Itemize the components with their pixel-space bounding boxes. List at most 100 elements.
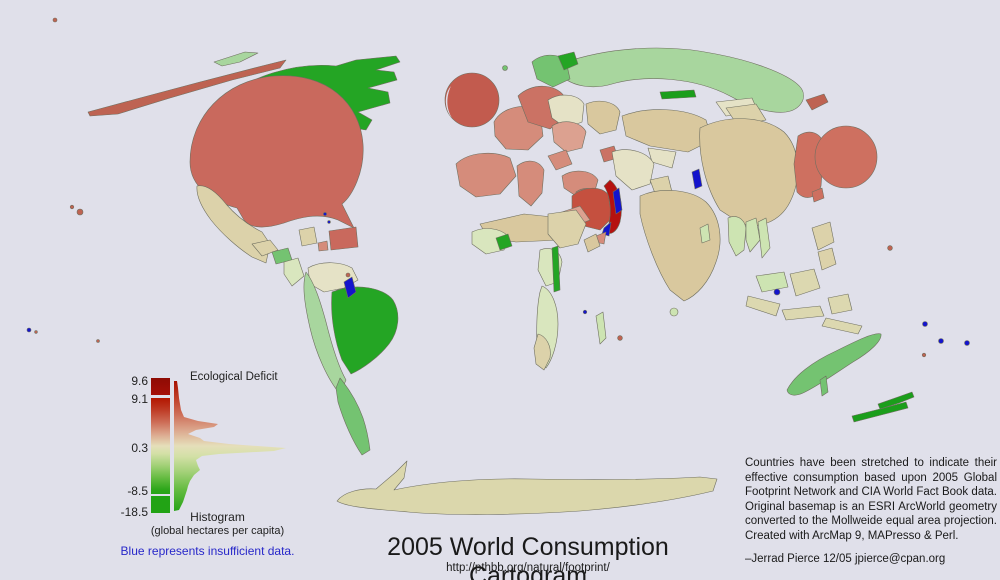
map-dot (34, 330, 38, 334)
credits-line: Footprint Network and CIA World Fact Boo… (745, 486, 997, 499)
region-sumatra (745, 295, 781, 317)
region-borneo (789, 268, 821, 297)
map-dot (921, 352, 927, 358)
credits-line: effective consumption based upon 2005 Gl… (745, 471, 997, 484)
region-guyana-blue (343, 276, 357, 299)
region-balkans (551, 121, 587, 153)
region-sri-lanka (669, 307, 679, 317)
region-kamchatka (805, 93, 829, 111)
region-ireland-gap (445, 86, 452, 118)
region-brazil (331, 286, 399, 375)
region-antarctica (336, 460, 718, 515)
region-thailand (745, 217, 761, 253)
region-greenland (213, 51, 259, 67)
region-madagascar (595, 311, 607, 345)
map-dot (938, 338, 944, 344)
credits-block: Countries have been stretched to indicat… (745, 456, 997, 566)
region-central-america-1 (251, 239, 279, 257)
map-dot (773, 288, 781, 296)
region-malaysia (755, 271, 789, 293)
region-tasmania (819, 375, 829, 397)
legend-tick-min: -18.5 (120, 505, 148, 519)
region-kazakhstan (621, 109, 713, 153)
map-dot (69, 204, 75, 210)
region-cuba (328, 226, 359, 251)
legend-bar-deficit-block (151, 378, 170, 395)
legend-title: Ecological Deficit (190, 371, 278, 383)
region-gulf-blue-1 (612, 187, 623, 215)
credits-line: Created with ArcMap 9, MAPresso & Perl. (745, 529, 959, 542)
region-italy (516, 160, 545, 207)
region-myanmar (727, 216, 747, 257)
map-dot (76, 208, 84, 216)
region-uk (444, 72, 500, 128)
region-taiwan (811, 187, 825, 203)
region-usa (189, 75, 364, 229)
region-nigeria (495, 233, 513, 251)
map-dot (96, 339, 100, 343)
credits-line: Original basemap is an ESRI ArcWorld geo… (745, 500, 997, 513)
region-horn (583, 233, 601, 253)
source-url: http://pthbb.org/natural/footprint/ (446, 562, 610, 574)
region-new-zealand-north (877, 391, 915, 410)
histogram-units-label: (global hectares per capita) (150, 525, 285, 537)
map-dot (26, 327, 32, 333)
region-russia (559, 47, 804, 113)
region-iberia (455, 152, 517, 198)
map-dot (327, 220, 331, 224)
page-title: 2005 World Consumption Cartogram (387, 533, 669, 580)
region-india (639, 190, 721, 302)
region-east-africa (547, 209, 587, 249)
legend-bar-gradient (151, 398, 170, 494)
region-central-asia (647, 147, 677, 169)
map-dot (922, 321, 928, 327)
map-dot (617, 335, 623, 341)
legend-tick-lower: -8.5 (127, 484, 148, 498)
credits-line: converted to the Mollweide equal area pr… (745, 515, 997, 528)
region-china (699, 118, 799, 226)
region-iran (611, 149, 655, 191)
region-iceland (502, 65, 508, 71)
histogram-shape (174, 381, 286, 511)
region-south-africa (533, 333, 551, 371)
map-dot (964, 340, 970, 346)
region-norway (557, 51, 579, 71)
region-alaska (87, 59, 287, 117)
legend-histogram (174, 381, 286, 511)
map-dot (52, 17, 58, 23)
region-argentina-chile (335, 377, 371, 456)
region-central-america-3 (283, 257, 305, 287)
insufficient-data-note: Blue represents insufficient data. (120, 544, 295, 558)
region-congo-sliver (551, 245, 561, 293)
region-ukraine (585, 100, 621, 135)
region-kashmir-blue (691, 168, 703, 190)
region-australia (786, 333, 882, 396)
region-new-guinea (821, 317, 863, 335)
legend-tick-upper: 9.1 (131, 392, 148, 406)
map-dot (887, 245, 893, 251)
region-philippines (811, 221, 835, 251)
map-dot (582, 309, 588, 315)
histogram-label: Histogram (190, 510, 245, 524)
region-siberia-sliver (659, 89, 697, 100)
small-island-dots (34, 17, 927, 358)
region-philippines-2 (817, 247, 837, 271)
region-greece (547, 149, 573, 171)
map-dot (345, 272, 351, 278)
credits-line: Countries have been stretched to indicat… (745, 457, 997, 469)
region-sulawesi (827, 293, 853, 315)
legend-bar-surplus-block (151, 496, 170, 513)
attribution: –Jerrad Pierce 12/05 jpierce@cpan.org (745, 552, 946, 565)
region-japan (814, 125, 878, 189)
region-vietnam (757, 217, 771, 259)
region-bangladesh (699, 223, 711, 244)
region-hispaniola (298, 226, 318, 247)
legend-tick-mid: 0.3 (131, 441, 148, 455)
region-puerto-rico (317, 240, 329, 252)
legend-tick-max: 9.6 (131, 374, 148, 388)
insufficient-data-dots (26, 212, 970, 346)
map-dot (323, 212, 327, 216)
region-java (781, 305, 825, 321)
